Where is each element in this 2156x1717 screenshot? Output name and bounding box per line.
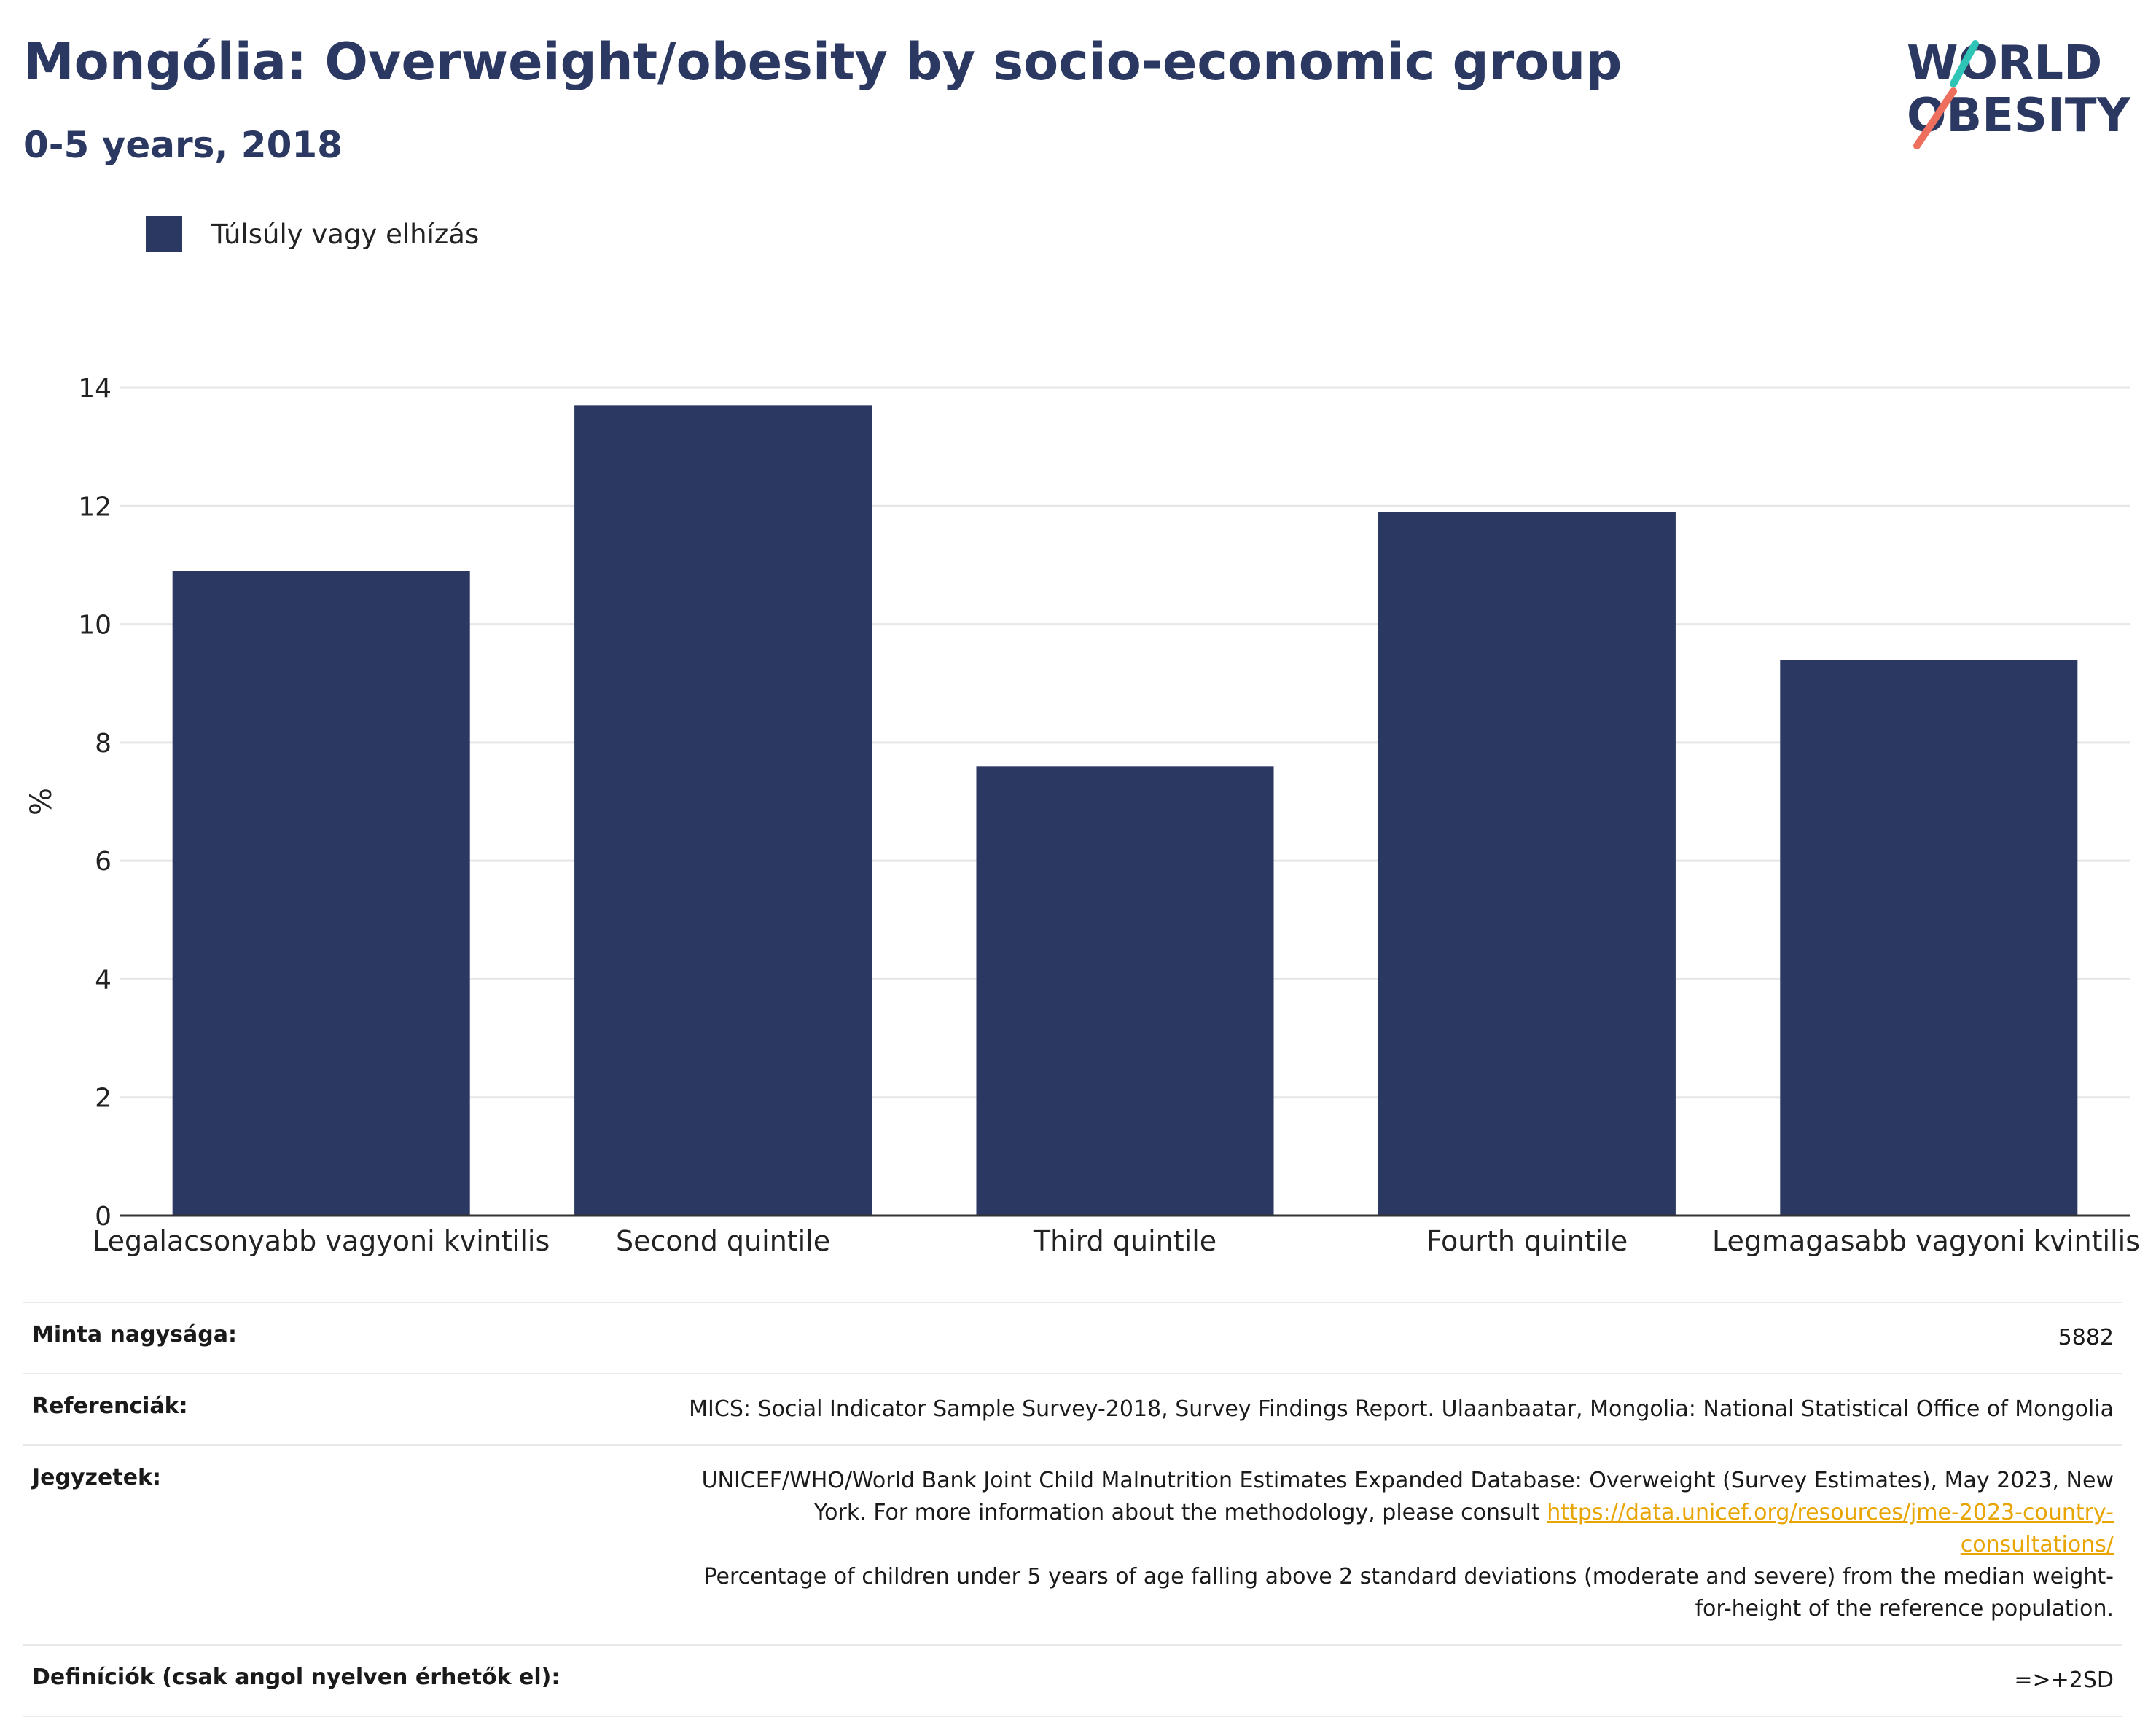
x-tick-label: Legalacsonyabb vagyoni kvintilis xyxy=(93,1225,550,1257)
legend-swatch xyxy=(146,216,182,252)
sample-label: Minta nagysága: xyxy=(32,1322,237,1348)
references-value: MICS: Social Indicator Sample Survey-201… xyxy=(689,1396,2114,1422)
info-table: Minta nagysága: 5882 Referenciák: MICS: … xyxy=(23,1302,2122,1717)
y-tick-label: 14 xyxy=(78,374,112,404)
y-tick-label: 6 xyxy=(95,847,112,877)
notes-value: UNICEF/WHO/World Bank Joint Child Malnut… xyxy=(668,1445,2122,1645)
legend-label: Túlsúly vagy elhízás xyxy=(211,218,480,250)
y-tick-label: 2 xyxy=(95,1084,112,1114)
logo-slash-teal xyxy=(1950,40,1979,87)
info-row-sample: Minta nagysága: 5882 xyxy=(23,1302,2122,1374)
y-tick-label: 0 xyxy=(95,1202,112,1232)
bar xyxy=(574,405,872,1216)
logo-slash-coral xyxy=(1913,87,1957,149)
y-axis-label: % xyxy=(25,788,58,816)
notes-label: Jegyzetek: xyxy=(32,1465,161,1490)
x-tick-label: Fourth quintile xyxy=(1426,1225,1628,1257)
chart-subtitle: 0-5 years, 2018 xyxy=(23,124,343,166)
references-label: Referenciák: xyxy=(32,1393,188,1419)
y-tick-label: 8 xyxy=(95,729,112,759)
info-row-definitions: Definíciók (csak angol nyelven érhetők e… xyxy=(23,1645,2122,1716)
y-tick-label: 4 xyxy=(95,965,112,995)
notes-text-1: UNICEF/WHO/World Bank Joint Child Malnut… xyxy=(701,1468,2114,1525)
info-row-references: Referenciák: MICS: Social Indicator Samp… xyxy=(23,1374,2122,1445)
x-tick-label: Third quintile xyxy=(1033,1225,1216,1257)
info-row-notes: Jegyzetek: UNICEF/WHO/World Bank Joint C… xyxy=(23,1445,2122,1645)
y-tick-label: 10 xyxy=(78,611,112,641)
bar-chart: 0 2 4 6 8 10 12 14% Legalacsonyabb vagyoni kvint… xyxy=(25,374,2140,1257)
bar xyxy=(1780,660,2078,1216)
definitions-value: =>+2SD xyxy=(2014,1667,2114,1693)
notes-link[interactable]: https://data.unicef.org/resources/jme-20… xyxy=(1547,1500,2114,1557)
definitions-label: Definíciók (csak angol nyelven érhetők e… xyxy=(32,1665,561,1690)
sample-value: 5882 xyxy=(2058,1325,2114,1350)
x-tick-label: Legmagasabb vagyoni kvintilis xyxy=(1712,1225,2140,1257)
logo-line-1: WORLD xyxy=(1907,36,2102,90)
logo-line-2: OBESITY xyxy=(1907,89,2130,143)
bar xyxy=(172,571,470,1216)
bar xyxy=(976,766,1274,1216)
chart-title: Mongólia: Overweight/obesity by socio-ec… xyxy=(23,32,1622,92)
bar xyxy=(1378,512,1676,1216)
world-obesity-logo[interactable]: WORLD OBESITY xyxy=(1895,22,2143,153)
x-tick-label: Second quintile xyxy=(616,1225,830,1257)
chart-legend: Túlsúly vagy elhízás xyxy=(146,216,479,252)
notes-text-2: Percentage of children under 5 years of … xyxy=(703,1564,2114,1622)
y-tick-label: 12 xyxy=(78,492,112,522)
